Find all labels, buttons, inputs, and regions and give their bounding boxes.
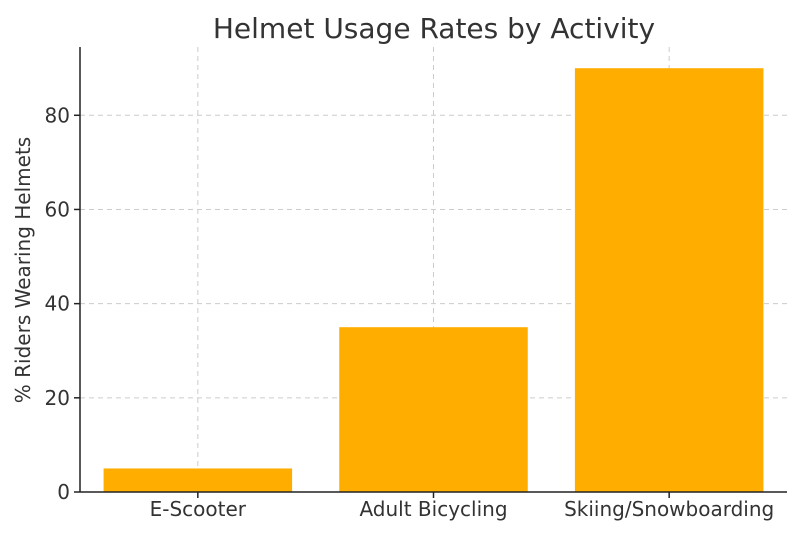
bars	[103, 68, 764, 492]
y-tick-label: 80	[45, 103, 70, 127]
y-tick-label: 60	[45, 197, 70, 221]
y-tick-label: 40	[45, 292, 70, 316]
x-tick-label: E-Scooter	[150, 497, 247, 521]
bar	[574, 68, 764, 492]
x-tick-label: Adult Bicycling	[359, 497, 507, 521]
y-tick-label: 20	[45, 386, 70, 410]
x-tick-label: Skiing/Snowboarding	[564, 497, 774, 521]
x-ticks: E-Scooter Adult Bicycling Skiing/Snowboard…	[150, 492, 774, 521]
chart-title: Helmet Usage Rates by Activity	[213, 12, 655, 45]
bar	[339, 327, 528, 492]
bar	[103, 468, 293, 492]
y-axis-label: % Riders Wearing Helmets	[11, 137, 35, 403]
y-ticks: 0 20 40 60 80	[45, 103, 80, 504]
y-tick-label: 0	[57, 480, 70, 504]
